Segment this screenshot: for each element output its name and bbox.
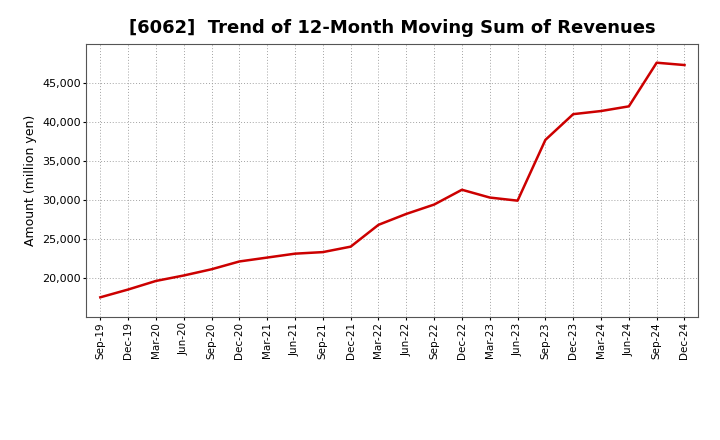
Title: [6062]  Trend of 12-Month Moving Sum of Revenues: [6062] Trend of 12-Month Moving Sum of R… (129, 19, 656, 37)
Y-axis label: Amount (million yen): Amount (million yen) (24, 115, 37, 246)
